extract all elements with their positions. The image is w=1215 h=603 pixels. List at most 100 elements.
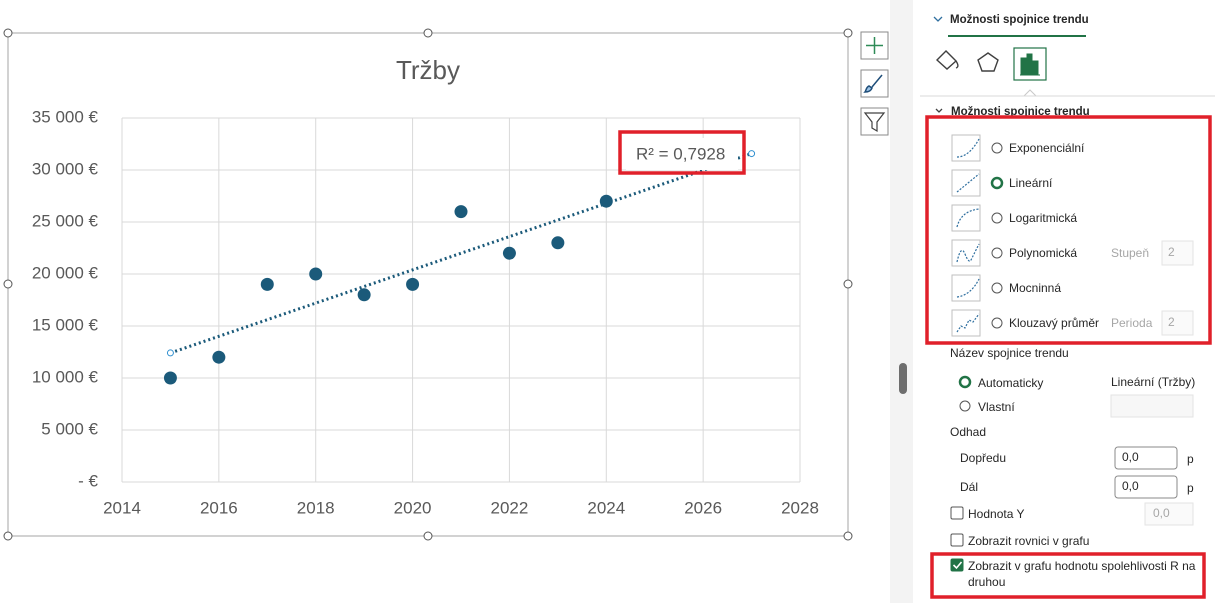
trend-icon-frame [951, 134, 981, 162]
x-tick-label: 2018 [297, 498, 335, 517]
radio[interactable] [990, 176, 1004, 190]
checkbox-box [950, 506, 964, 520]
checkbox-box [950, 558, 964, 572]
tab-title[interactable]: Možnosti spojnice trendu [950, 14, 1089, 26]
resize-handle[interactable] [423, 531, 433, 541]
x-tick-label: 2026 [684, 498, 722, 517]
custom-name-input[interactable] [1110, 394, 1194, 418]
point [551, 236, 565, 250]
radio[interactable] [991, 317, 1003, 329]
radio[interactable] [991, 282, 1003, 294]
intercept-value: 0,0 [1153, 506, 1170, 520]
highlight-box [930, 552, 1206, 599]
forward-input[interactable] [1114, 446, 1178, 470]
r2-annotation: R² = 0,7928 [636, 144, 725, 163]
y-tick-label: 30 000 € [32, 159, 99, 178]
effects-icon[interactable] [977, 52, 999, 72]
backward-unit: p [1187, 481, 1194, 495]
trend-icon-frame [951, 239, 981, 267]
checkbox-label[interactable]: Zobrazit rovnici v grafu [968, 534, 1089, 548]
trend-icon [956, 173, 980, 193]
highlight-box [618, 130, 746, 175]
radio-label[interactable]: Vlastní [978, 400, 1015, 414]
x-tick-label: 2022 [491, 498, 529, 517]
radio-label[interactable]: Klouzavý průměr [1009, 316, 1099, 330]
trendline-handle [748, 150, 756, 158]
checkbox-label[interactable]: druhou [968, 575, 1005, 589]
radio-label[interactable]: Polynomická [1009, 246, 1077, 260]
param-value: 2 [1168, 245, 1175, 259]
name-title: Název spojnice trendu [950, 346, 1069, 360]
checkbox-label[interactable]: Hodnota Y [968, 507, 1025, 521]
point [260, 277, 274, 291]
trend-icon-frame [951, 309, 981, 337]
param-input[interactable] [1161, 240, 1194, 266]
radio-label[interactable]: Logaritmická [1009, 211, 1077, 225]
chevron [933, 16, 943, 22]
trend-types: Exponenciální Lineární Logaritmická Polynom… [951, 134, 1194, 337]
chart-buttons [860, 31, 889, 136]
radio[interactable] [959, 400, 971, 412]
trend-icon-frame [951, 274, 981, 302]
backward-label: Dál [960, 480, 978, 494]
trendline-handle [166, 349, 174, 357]
radio[interactable] [991, 247, 1003, 259]
resize-handle[interactable] [3, 531, 13, 541]
checkmark [952, 561, 963, 570]
point [406, 277, 420, 291]
scrollbar-thumb[interactable] [899, 363, 907, 394]
plus-icon [866, 37, 883, 54]
y-tick-label: 25 000 € [32, 211, 99, 230]
caret [1023, 89, 1037, 97]
backward-value: 0,0 [1122, 479, 1139, 493]
param-label: Stupeň [1111, 246, 1149, 260]
x-tick-label: 2024 [587, 498, 625, 517]
chart-frame[interactable] [7, 32, 849, 537]
resize-handle[interactable] [423, 28, 433, 38]
x-tick-label: 2014 [103, 498, 141, 517]
brush-icon [863, 74, 883, 93]
bar-icon [1020, 53, 1040, 76]
param-value: 2 [1168, 315, 1175, 329]
point [599, 194, 613, 208]
fill-icon[interactable] [935, 50, 959, 70]
forward-label: Dopředu [960, 451, 1006, 465]
section-title[interactable]: Možnosti spojnice trendu [951, 106, 1090, 118]
resize-handle[interactable] [843, 531, 853, 541]
radio-label[interactable]: Exponenciální [1009, 141, 1085, 155]
intercept-input[interactable] [1144, 502, 1194, 526]
radio-label[interactable]: Automaticky [978, 376, 1043, 390]
radio-label[interactable]: Lineární [1009, 176, 1053, 190]
radio-label[interactable]: Mocninná [1009, 281, 1061, 295]
trend-icon-frame [951, 169, 981, 197]
point [454, 205, 468, 219]
checkbox[interactable] [950, 558, 964, 572]
scrollbar-track [890, 0, 913, 603]
point [357, 288, 371, 302]
resize-handle[interactable] [3, 28, 13, 38]
forecast-title: Odhad [950, 425, 986, 439]
resize-handle[interactable] [3, 279, 13, 289]
x-tick-label: 2028 [781, 498, 819, 517]
param-label: Perioda [1111, 316, 1153, 330]
point [212, 350, 226, 364]
radio[interactable] [991, 142, 1003, 154]
forward-value: 0,0 [1122, 450, 1139, 464]
trendline [169, 152, 753, 355]
param-input[interactable] [1161, 310, 1194, 336]
radio[interactable] [991, 212, 1003, 224]
resize-handle[interactable] [843, 28, 853, 38]
resize-handle[interactable] [843, 279, 853, 289]
checkbox[interactable] [950, 506, 964, 520]
checkbox-box [950, 533, 964, 547]
checkbox-label[interactable]: Zobrazit v grafu hodnotu spolehlivosti R… [968, 559, 1196, 573]
y-tick-label: 5 000 € [41, 419, 98, 438]
highlight-box [925, 115, 1212, 345]
backward-input[interactable] [1114, 475, 1178, 499]
chevron [935, 108, 943, 113]
trend-icon [956, 243, 980, 263]
radio[interactable] [958, 375, 972, 389]
checkbox[interactable] [950, 533, 964, 547]
filter-button[interactable] [860, 107, 889, 136]
